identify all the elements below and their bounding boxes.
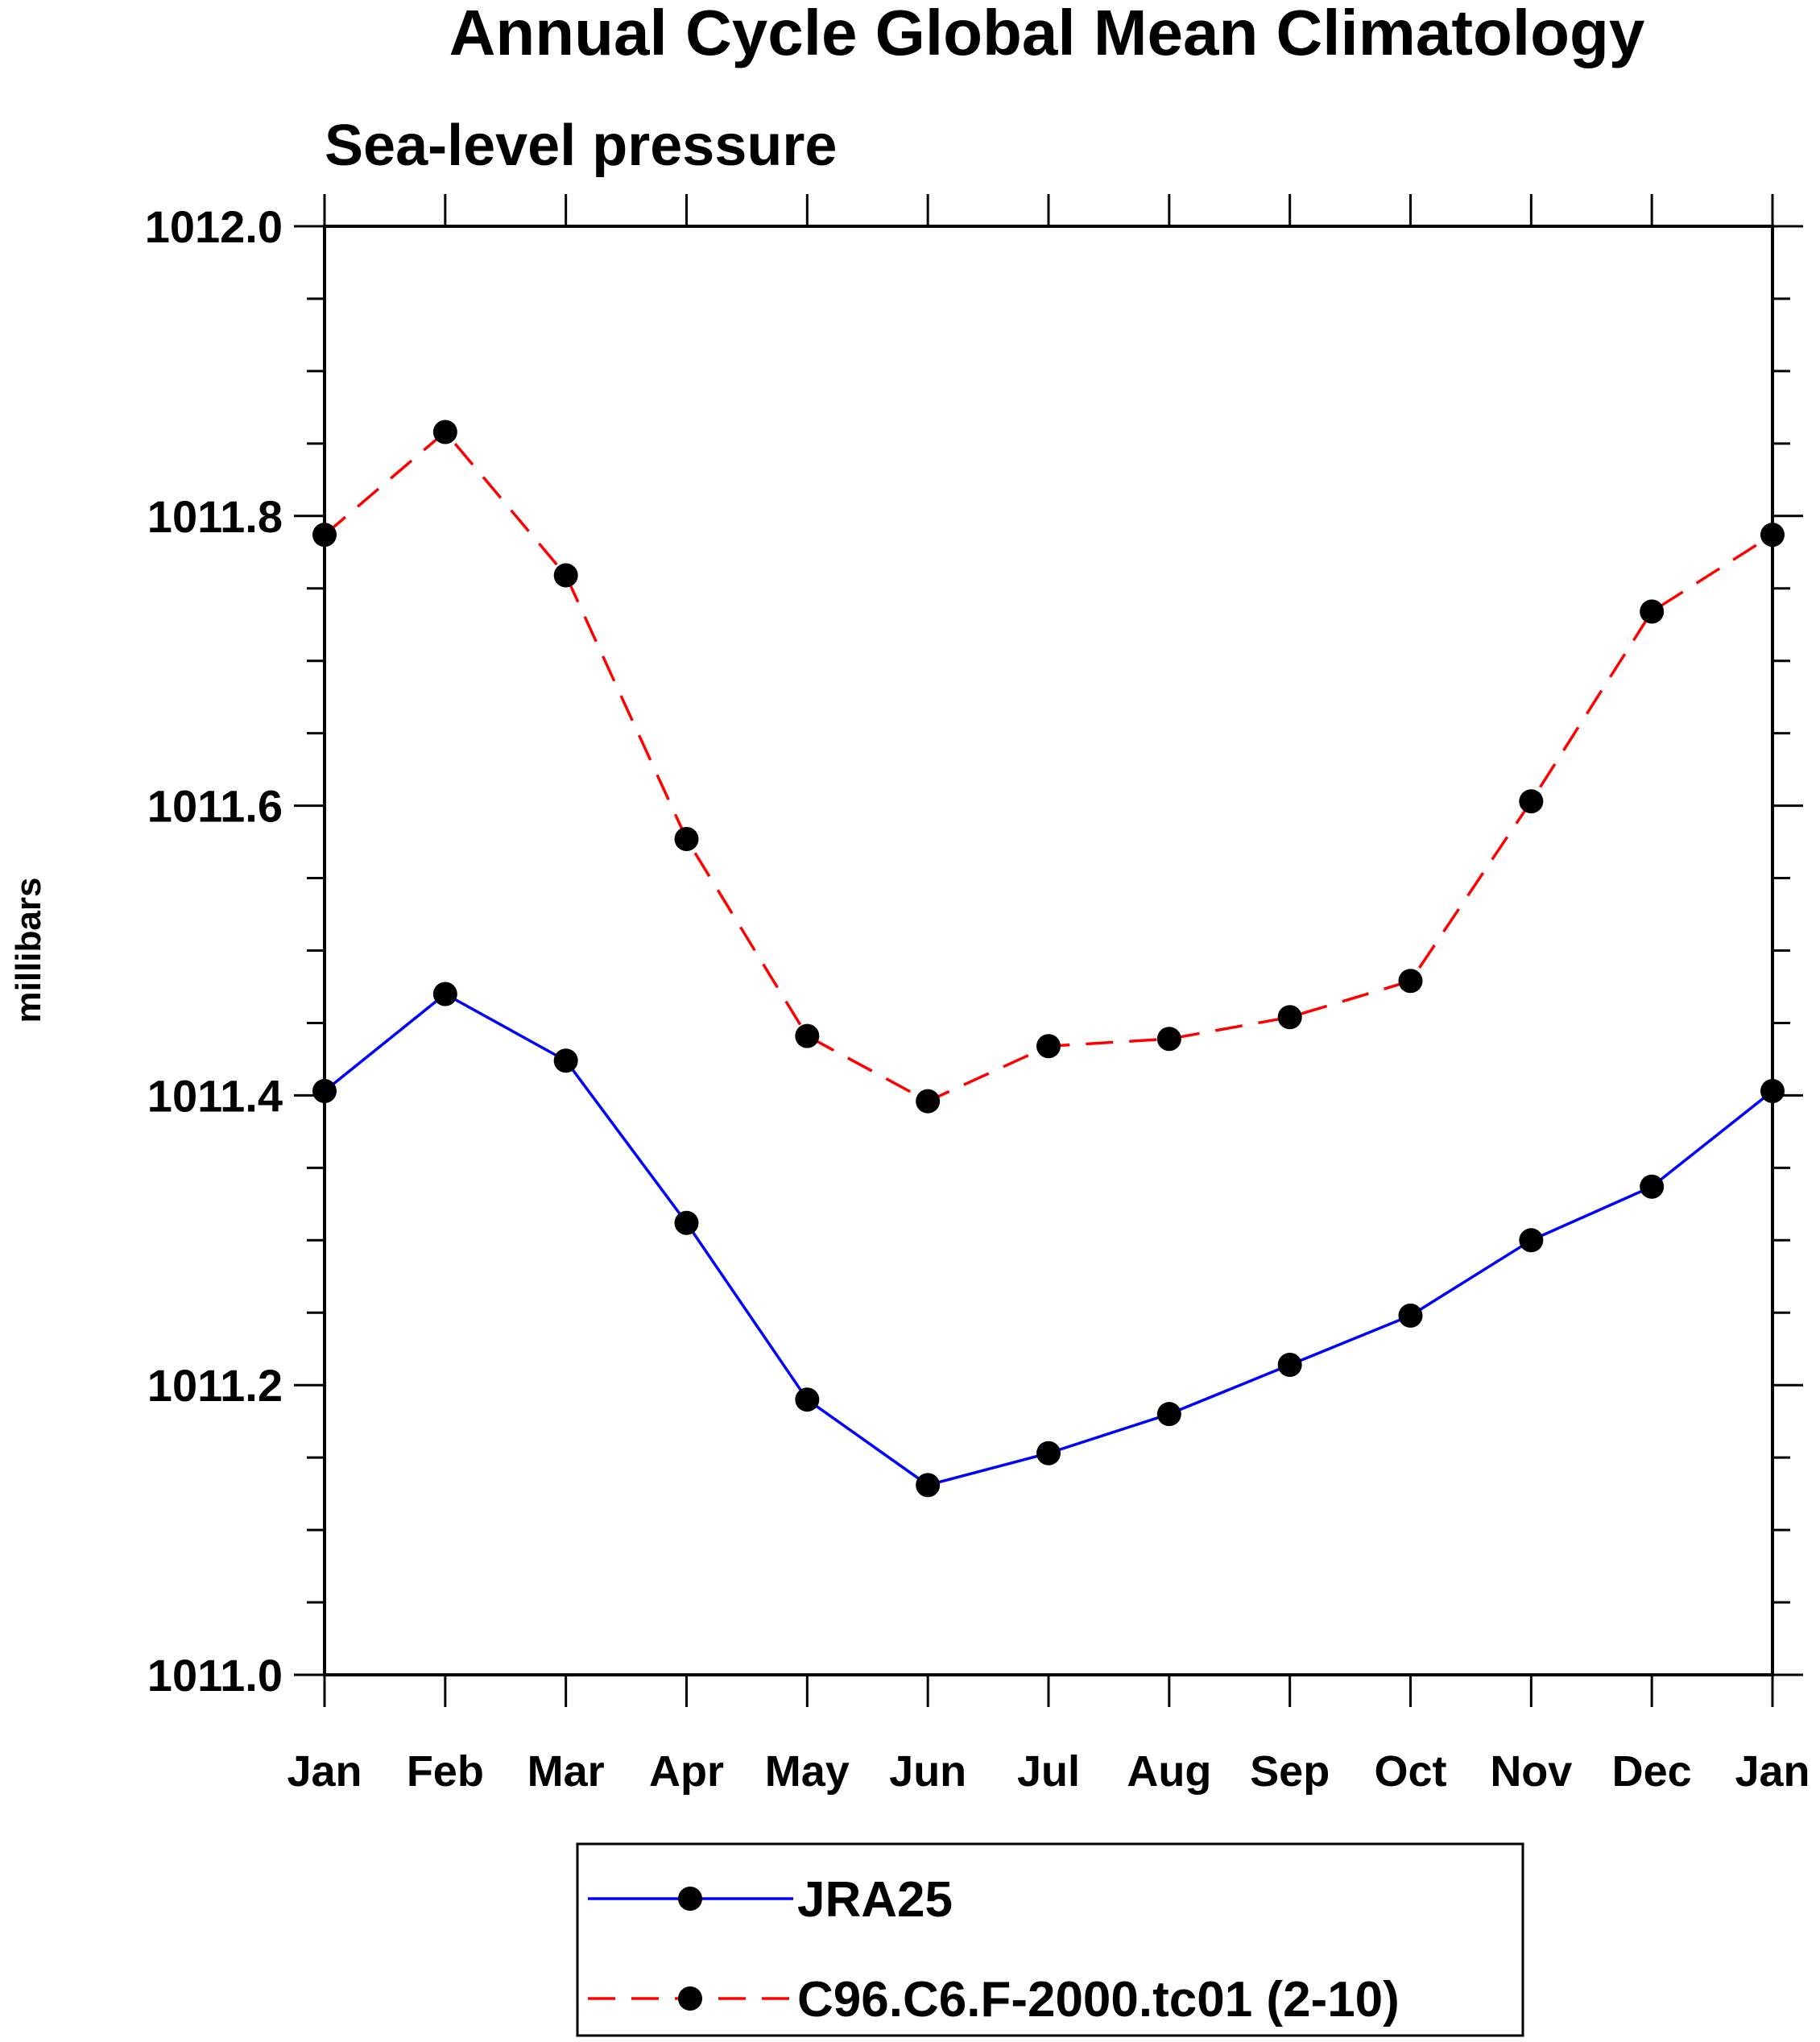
y-tick-label: 1011.0 <box>147 1650 283 1701</box>
data-point <box>795 1387 820 1412</box>
x-tick-label: Feb <box>407 1747 484 1796</box>
x-tick-label: May <box>765 1747 850 1796</box>
x-tick-label: Mar <box>527 1747 605 1796</box>
data-point <box>674 826 699 851</box>
y-tick-label: 1011.4 <box>147 1070 283 1121</box>
y-axis-label: millibars <box>9 878 48 1023</box>
data-point <box>1519 1228 1544 1253</box>
legend: JRA25 C96.C6.F-2000.tc01 (2-10) <box>576 1842 1524 2037</box>
series-line <box>323 430 1773 1103</box>
data-point <box>1760 523 1785 548</box>
data-point <box>553 1048 578 1073</box>
data-point <box>674 1210 699 1235</box>
y-tick-label: 1011.2 <box>147 1360 283 1411</box>
data-point <box>1156 1402 1181 1427</box>
data-point <box>1398 969 1423 994</box>
legend-marker <box>678 1887 702 1911</box>
legend-label: C96.C6.F-2000.tc01 (2-10) <box>797 1972 1400 2028</box>
y-axis-ticks: 1011.0 1011.2 1011.4 1011.6 1011.8 1012.0 <box>145 201 1803 1701</box>
x-tick-label: Sep <box>1250 1747 1330 1796</box>
x-tick-label: Dec <box>1612 1747 1692 1796</box>
series-layer <box>312 420 1785 1498</box>
data-point <box>916 1089 941 1114</box>
data-point <box>312 523 337 548</box>
y-tick-label: 1011.8 <box>147 491 283 542</box>
data-point <box>1277 1353 1302 1378</box>
x-tick-label: Oct <box>1374 1747 1446 1796</box>
x-tick-label: Jan <box>287 1747 362 1796</box>
data-point <box>916 1473 941 1498</box>
data-point <box>432 420 457 444</box>
x-tick-label: Jun <box>889 1747 966 1796</box>
data-point <box>1036 1034 1061 1059</box>
x-tick-label: Aug <box>1127 1747 1211 1796</box>
data-point <box>1277 1005 1302 1030</box>
data-point <box>312 1079 337 1104</box>
x-tick-label: Nov <box>1490 1747 1572 1796</box>
data-point <box>1156 1027 1181 1052</box>
data-point <box>1760 1079 1785 1104</box>
data-point <box>1640 599 1665 624</box>
x-tick-label: Jul <box>1017 1747 1080 1796</box>
chart-title: Annual Cycle Global Mean Climatology <box>449 0 1645 68</box>
data-point <box>1519 789 1544 814</box>
y-tick-label: 1012.0 <box>145 201 283 252</box>
y-tick-label: 1011.6 <box>147 781 283 832</box>
data-point <box>795 1023 820 1048</box>
chart-subtitle: Sea-level pressure <box>325 114 837 178</box>
legend-box <box>576 1842 1524 2037</box>
data-point <box>432 982 457 1007</box>
data-point <box>1398 1303 1423 1328</box>
series-line <box>323 992 1774 1487</box>
legend-marker <box>678 1986 702 2011</box>
data-point <box>1036 1441 1061 1465</box>
legend-label: JRA25 <box>797 1872 953 1928</box>
x-tick-label: Apr <box>649 1747 724 1796</box>
x-tick-label: Jan <box>1735 1747 1810 1796</box>
data-point <box>553 563 578 588</box>
x-axis-ticks: Jan Feb Mar Apr May Jun Jul Aug Sep Oct Nov Dec Jan <box>287 194 1810 1796</box>
data-point <box>1640 1174 1665 1199</box>
